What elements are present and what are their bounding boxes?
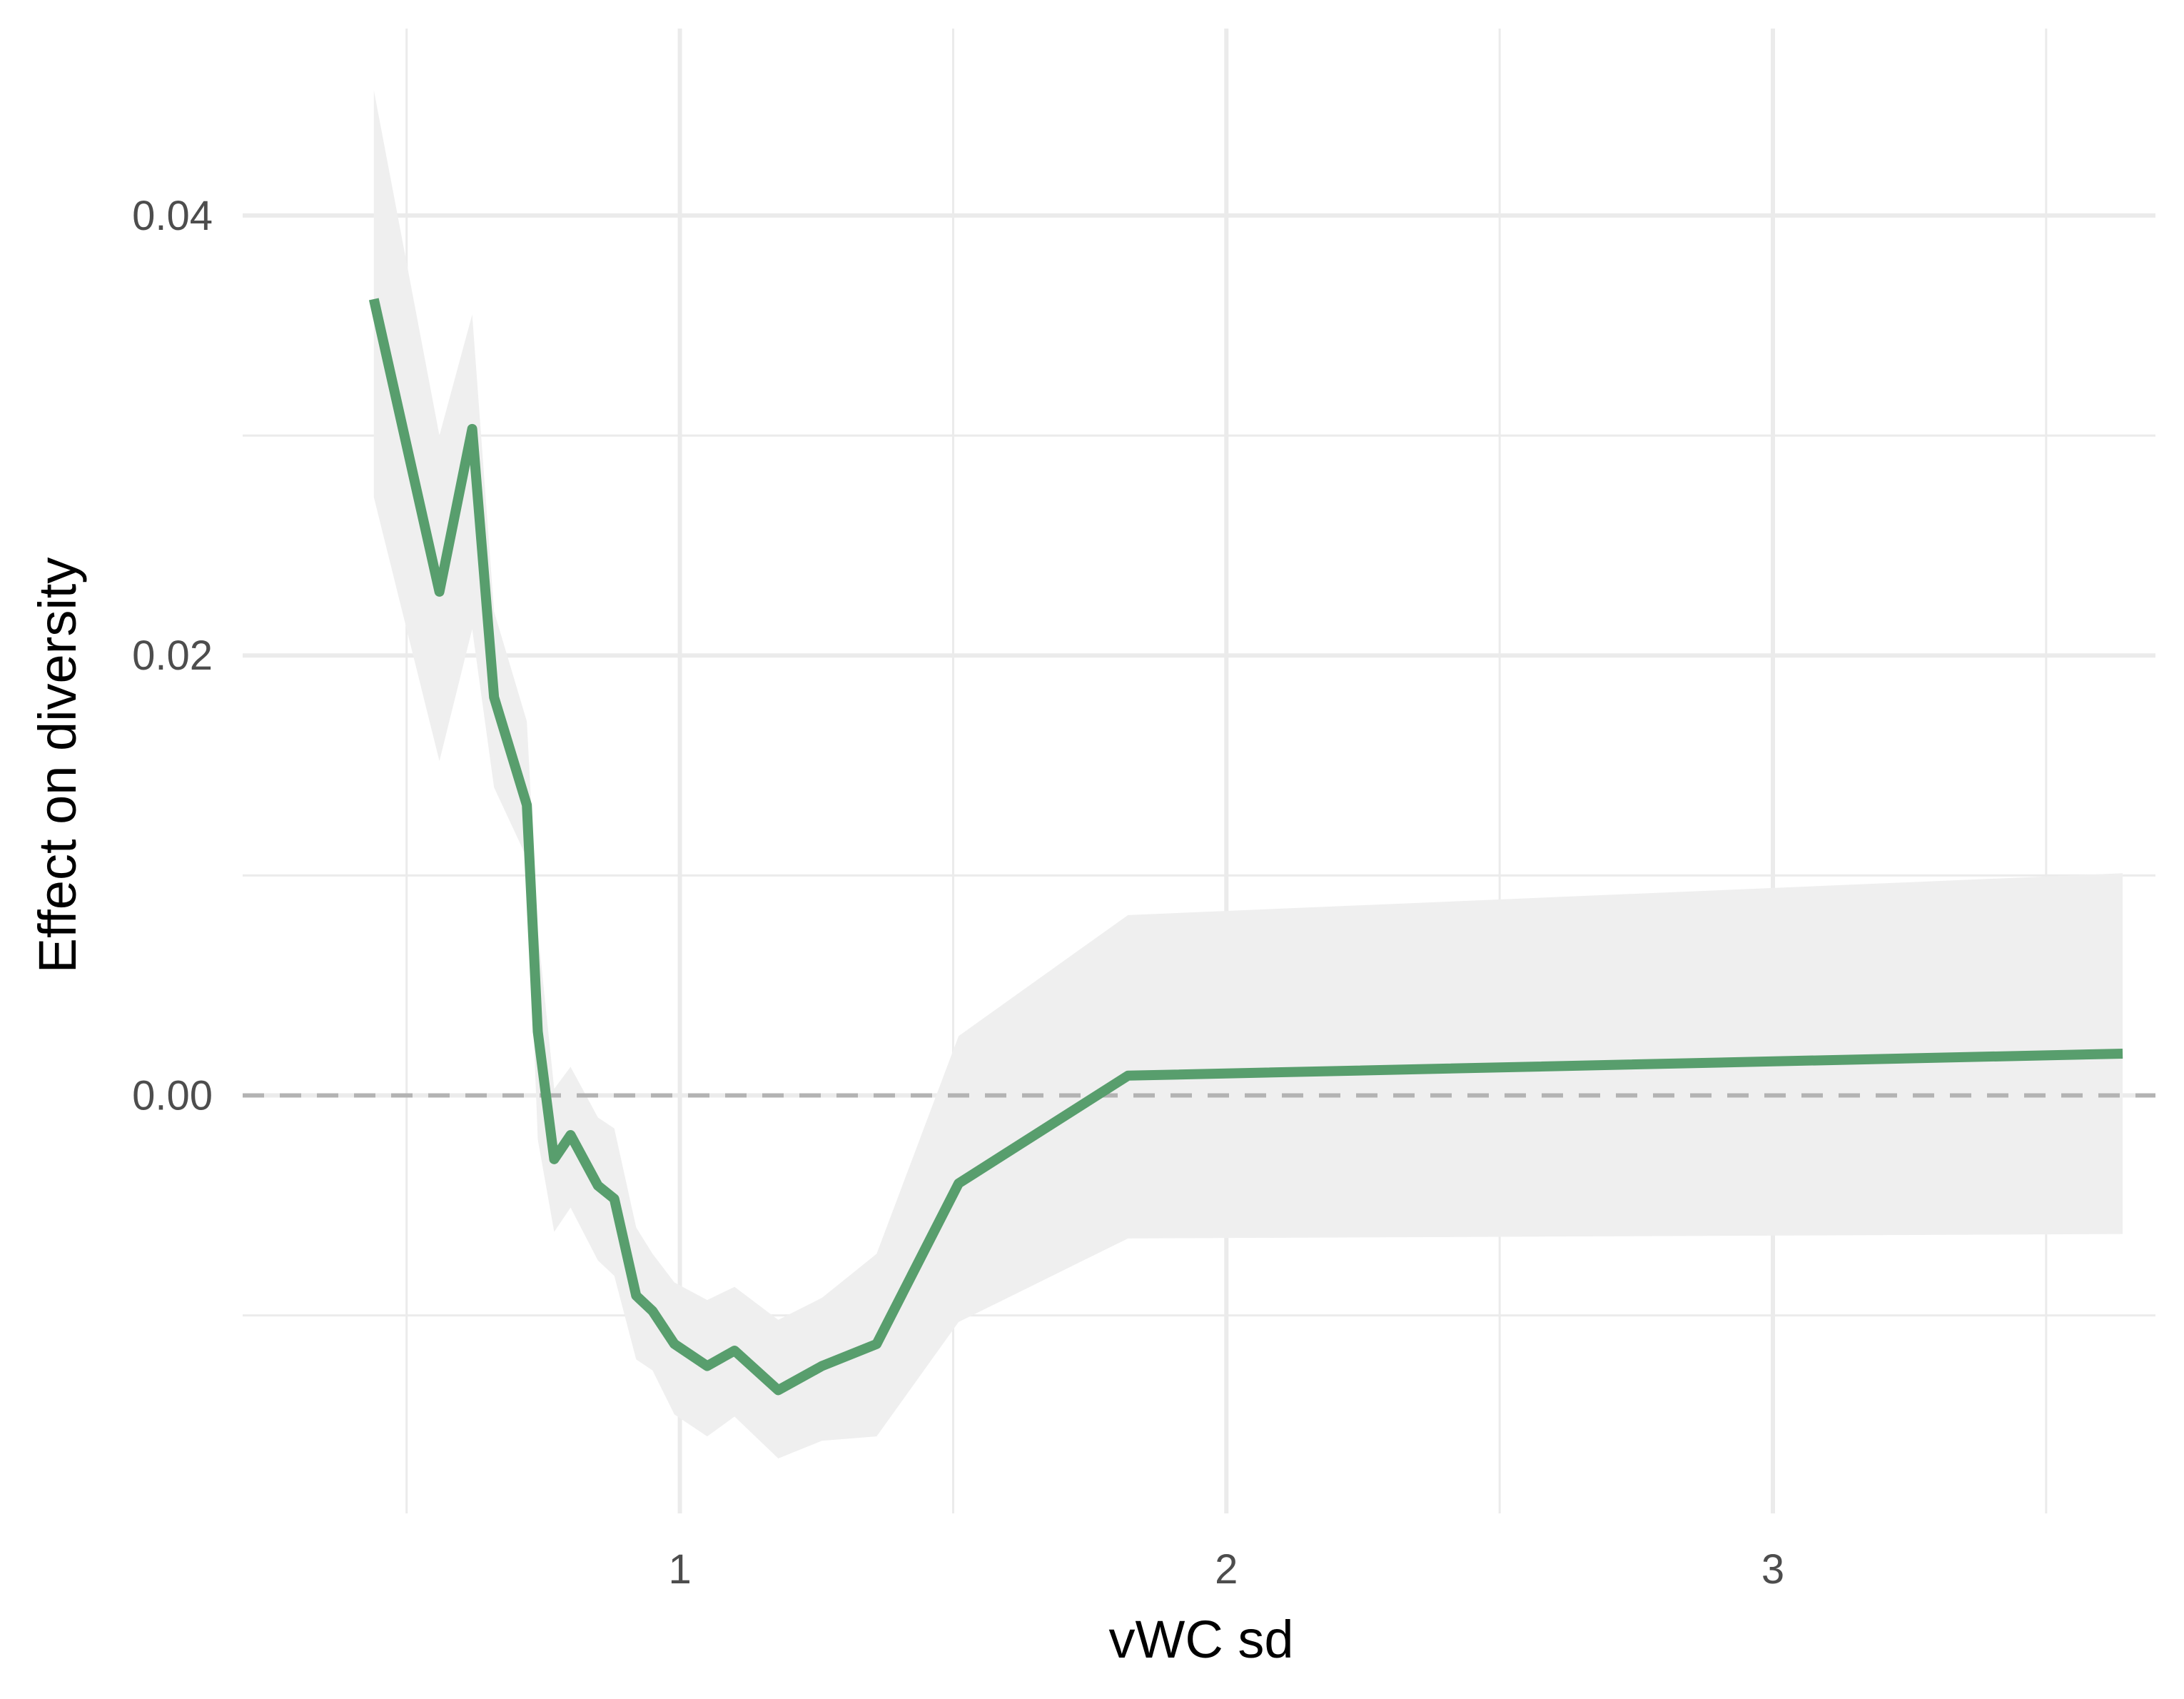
y-tick-label: 0.04 [132, 193, 213, 239]
y-tick-label: 0.02 [132, 632, 213, 679]
y-tick-label: 0.00 [132, 1073, 213, 1119]
x-axis-title: vWC sd [1109, 1610, 1294, 1669]
x-tick-label: 3 [1761, 1546, 1784, 1593]
minor-gridlines [243, 29, 2155, 1513]
confidence-band-layer [373, 90, 2123, 1458]
y-axis-tick-labels: 0.00 0.02 0.04 [132, 193, 213, 1119]
series-line-layer [368, 298, 2123, 1396]
major-gridlines [243, 29, 2155, 1513]
confidence-band [373, 90, 2123, 1458]
x-axis-tick-labels: 1 2 3 [668, 1546, 1784, 1593]
x-tick-label: 1 [668, 1546, 691, 1593]
x-tick-label: 2 [1215, 1546, 1238, 1593]
y-axis-title: Effect on diversity [28, 558, 87, 974]
series-line [368, 298, 2123, 1396]
